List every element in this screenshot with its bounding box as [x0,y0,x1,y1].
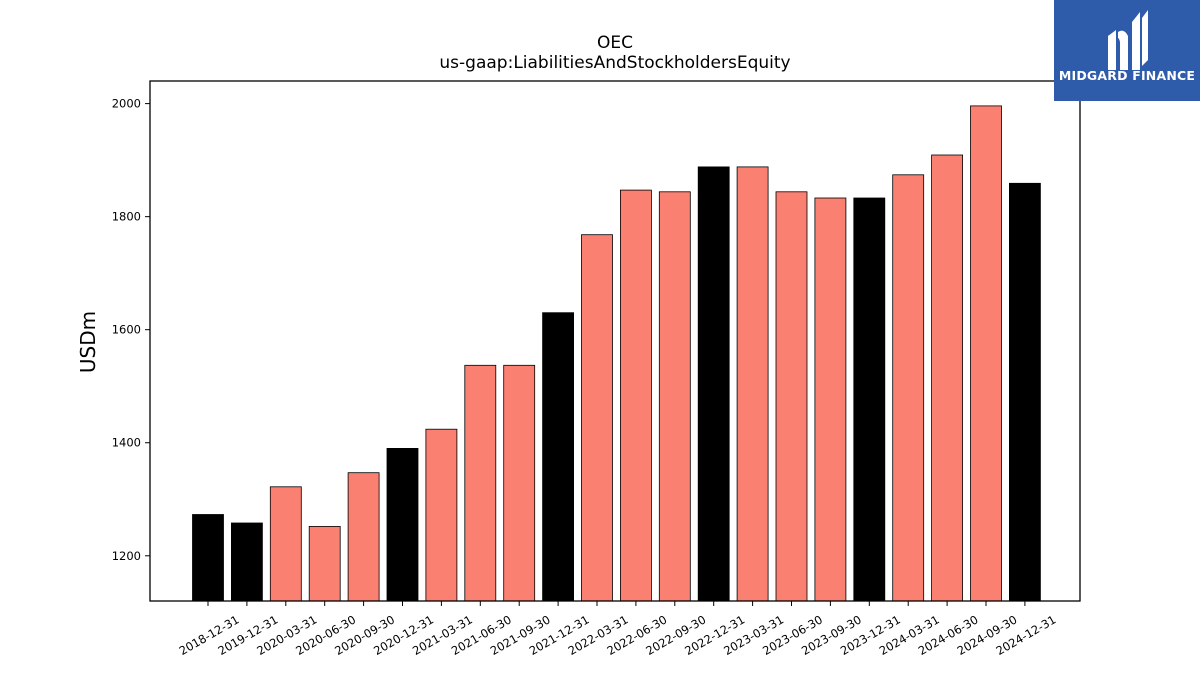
y-axis-ticks: 1200 1400 1600 1800 2000 [112,97,150,563]
bar-2022-03-31 [581,234,613,602]
bar-2021-03-31 [425,428,458,602]
plot-frame [149,80,1081,602]
midgard-logo-icon [1108,10,1148,71]
bar-2023-06-30 [775,191,808,602]
bar-2021-09-30 [503,364,536,602]
midgard-finance-logo: MIDGARD FINANCE [1054,0,1200,101]
bar-2023-03-31 [736,166,769,602]
bar-2023-12-31 [853,197,886,602]
y-tick-label: 1200 [112,549,141,563]
bar-2022-09-30 [658,191,691,602]
bar-2020-03-31 [269,486,302,602]
bar-2020-12-31 [386,447,419,602]
x-axis-ticks: 2018-12-312019-12-312020-03-312020-06-30… [177,601,1058,658]
bar-2023-09-30 [814,197,847,602]
y-tick-label: 1800 [112,210,141,224]
bars-group [192,105,1041,602]
bar-2022-12-31 [697,166,730,602]
bar-2024-06-30 [931,154,963,602]
bar-2021-06-30 [464,364,497,602]
bar-2019-12-31 [230,522,263,602]
chart-subtitle: us-gaap:LiabilitiesAndStockholdersEquity [439,53,790,73]
y-tick-label: 1600 [112,323,141,337]
logo-text: MIDGARD FINANCE [1058,68,1196,83]
bar-2024-09-30 [970,105,1002,602]
bar-2020-06-30 [308,526,341,602]
y-tick-label: 2000 [112,97,141,111]
y-tick-label: 1400 [112,436,141,450]
bar-2021-12-31 [542,312,574,602]
y-axis-label: USDm [76,311,100,373]
chart-title: OEC [597,33,633,53]
bar-2024-12-31 [1009,182,1041,602]
bar-2020-09-30 [347,472,380,602]
bar-2024-03-31 [892,174,925,602]
bar-2018-12-31 [192,514,224,602]
bar-2022-06-30 [620,189,652,602]
